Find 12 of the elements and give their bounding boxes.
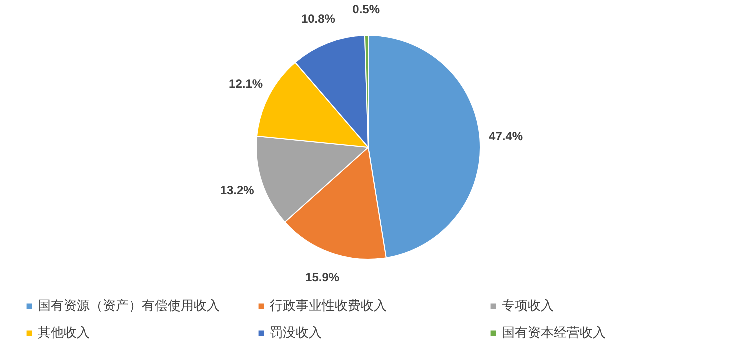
legend-label: 国有资本经营收入 [502,325,607,342]
legend-label: 专项收入 [502,298,555,315]
data-label: 15.9% [306,270,340,285]
legend-label: 罚没收入 [270,325,323,342]
data-label: 0.5% [352,2,380,17]
legend-label: 其他收入 [38,325,91,342]
legend-label: 国有资源（资产）有偿使用收入 [38,298,221,315]
data-label: 10.8% [301,12,336,26]
data-label: 12.1% [229,76,264,91]
legend-label: 行政事业性收费收入 [270,298,388,315]
data-label: 13.2% [220,183,255,198]
data-label: 47.4% [489,129,524,144]
